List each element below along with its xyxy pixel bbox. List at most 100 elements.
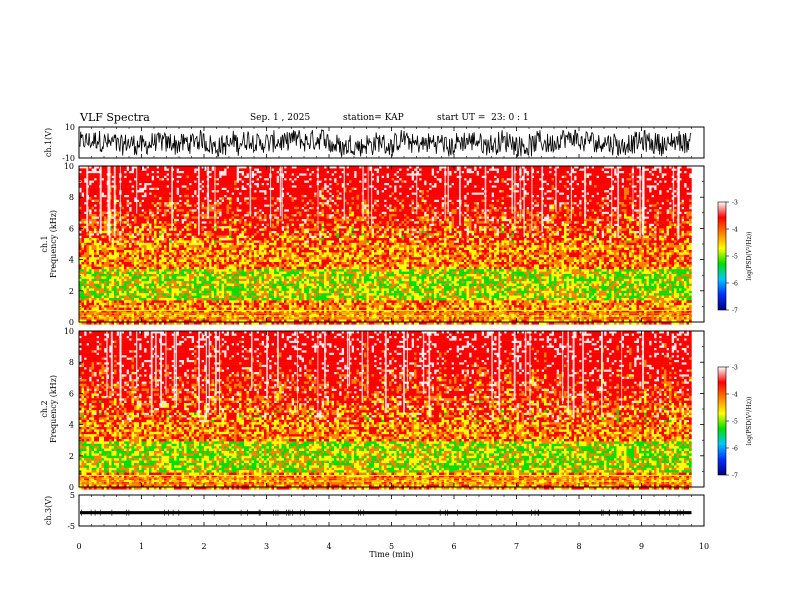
ch1-spectrogram-cell — [82, 178, 85, 181]
ch1-spectrogram-cell — [82, 183, 85, 186]
ch1-spectrogram-cell — [112, 248, 115, 251]
ch1-spectrogram-cell — [137, 284, 140, 287]
ch1-spectrogram-cell — [92, 185, 95, 188]
ch1-spectrogram-cell — [89, 276, 92, 279]
ch1-spectrogram-cell — [104, 178, 107, 181]
ch1-spectrogram-cell — [92, 202, 95, 205]
ch1-spectrogram-cell — [104, 267, 107, 270]
ch1-spectrogram-cell — [139, 231, 142, 234]
ch1-spectrogram-cell — [102, 293, 105, 296]
ch1-spectrogram-cell — [117, 197, 120, 200]
ch1-spectrogram-cell — [122, 293, 125, 296]
ch1-spectrogram-cell — [92, 264, 95, 267]
ch1-spectrogram-cell — [117, 216, 120, 219]
ch1-spectrogram-cell — [129, 231, 132, 234]
ch1-spectrogram-cell — [114, 240, 117, 243]
ch1-spectrogram-cell — [132, 228, 135, 231]
ch1-spectrogram-cell — [102, 224, 105, 227]
ch1-spectrogram-cell — [89, 308, 92, 311]
ch1-spectrogram-cell — [122, 272, 125, 275]
ch1-spectrogram-cell — [122, 308, 125, 311]
ch1-spectrogram-cell — [107, 293, 110, 296]
ch1-spectrogram-cell — [109, 284, 112, 287]
ch1-spectrogram-cell — [127, 248, 130, 251]
ch1-spectrogram-cell — [142, 274, 145, 277]
ch1-spectrogram-cell — [119, 288, 122, 291]
ch1-spectrogram-cell — [132, 188, 135, 191]
ch1-spectrogram-cell — [114, 257, 117, 260]
ch1-spectrogram-cell — [124, 293, 127, 296]
ch1-spectrogram-cell — [104, 171, 107, 174]
ch1-spectrogram-cell — [129, 288, 132, 291]
ch1-spectrogram-cell — [129, 204, 132, 207]
ch1-spectrogram-cell — [87, 238, 90, 241]
ch1-spectrogram-cell — [142, 221, 145, 224]
ch1-spectrogram-cell — [132, 260, 135, 263]
ch1-spectrogram-cell — [142, 303, 145, 306]
ch1-spectrogram-cell — [142, 231, 145, 234]
ch1-spectrogram-cell — [122, 255, 125, 258]
ch1-spectrogram-cell — [92, 240, 95, 243]
ch1-spectrogram-cell — [134, 274, 137, 277]
ch1-spectrogram-cell — [122, 248, 125, 251]
ch1-spectrogram-cell — [132, 257, 135, 260]
ch1-spectrogram-cell — [124, 236, 127, 239]
ch1-spectrogram-cells — [79, 166, 692, 325]
ch1-spectrogram-cell — [107, 281, 110, 284]
ch1-spectrogram-cell — [134, 255, 137, 258]
ch1-spectrogram-cell — [119, 226, 122, 229]
ch1-spectrogram-cell — [137, 291, 140, 294]
ch1-spectrogram-cell — [104, 300, 107, 303]
ch1-spectrogram-cell — [139, 221, 142, 224]
ch1-spectrogram-cell — [82, 281, 85, 284]
ch1-spectrogram-cell — [107, 243, 110, 246]
ch1-spectrogram-cell — [137, 243, 140, 246]
ch1-spectrogram-cell — [139, 303, 142, 306]
ch1-spectrogram-cell — [124, 188, 127, 191]
ch1-spectrogram-cell — [119, 260, 122, 263]
ch1-spectrogram-cell — [124, 264, 127, 267]
ch1-spectrogram-cell — [104, 264, 107, 267]
ch1-spectrogram-cell — [124, 221, 127, 224]
ch1-spectrogram-cell — [84, 267, 87, 270]
ch1-spectrogram-cell — [124, 272, 127, 275]
ch1-spectrogram-cell — [142, 252, 145, 255]
ch1-spectrogram-cell — [109, 260, 112, 263]
ch1-spectrogram-cell — [142, 300, 145, 303]
ch1-spectrogram-cell — [114, 276, 117, 279]
ch1-spectrogram-cell — [104, 212, 107, 215]
ch1-spectrogram-cell — [117, 269, 120, 272]
ch1-spectrogram-cell — [104, 233, 107, 236]
ch1-spectrogram-cell — [104, 168, 107, 171]
ch1-spectrogram-cell — [94, 197, 97, 200]
ch1-spectrogram-cell — [92, 245, 95, 248]
ch1-spectrogram-cell — [137, 236, 140, 239]
ch1-spectrogram-cell — [117, 221, 120, 224]
ch1-spectrogram-cell — [144, 212, 147, 215]
ch1-spectrogram-cell — [117, 312, 120, 315]
ch1-spectrogram-cell — [104, 260, 107, 263]
ch1-spectrogram-cell — [127, 185, 130, 188]
ch1-spectrogram-cell — [107, 260, 110, 263]
ch1-spectrogram-cell — [124, 286, 127, 289]
ch1-spectrogram-cell — [82, 200, 85, 203]
ch1-spectrogram-cell — [109, 274, 112, 277]
ch1-spectrogram-cell — [117, 284, 120, 287]
ch1-spectrogram-cell — [132, 267, 135, 270]
ch1-spectrogram-cell — [144, 197, 147, 200]
ch1-spectrogram-cell — [127, 300, 130, 303]
ch1-spectrogram-cell — [94, 308, 97, 311]
ch1-spectrogram-cell — [104, 296, 107, 299]
ch1-spectrogram-cell — [84, 233, 87, 236]
ch1-spectrogram-cell — [117, 286, 120, 289]
ch1-spectrogram-cell — [117, 305, 120, 308]
ch1-spectrogram-cell — [122, 291, 125, 294]
ch1-spectrogram-cell — [122, 262, 125, 265]
ch1-spectrogram-cell — [84, 305, 87, 308]
ch1-spectrogram-cell — [142, 216, 145, 219]
ch1-spectrogram-cell — [97, 236, 100, 239]
ch1-spectrogram-cell — [117, 248, 120, 251]
ch1-spectrogram-cell — [109, 303, 112, 306]
ch1-waveform-ylabel: ch.1(V) — [44, 128, 53, 157]
ch1-spectrogram-cell — [102, 255, 105, 258]
